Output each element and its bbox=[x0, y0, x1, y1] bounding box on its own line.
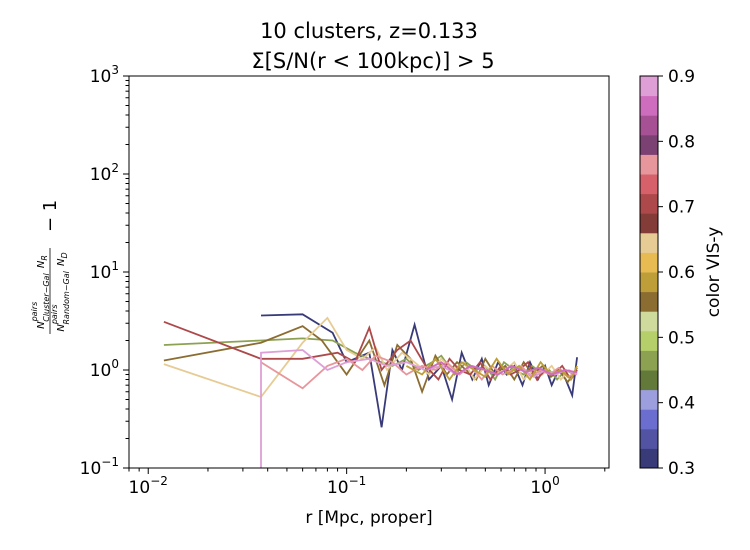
colorbar-segment bbox=[640, 311, 658, 332]
colorbar-segment bbox=[640, 115, 658, 136]
x-axis: 10−2 10−1 100 bbox=[128, 468, 606, 498]
colorbar-segment bbox=[640, 448, 658, 469]
y-label-minus-one: − 1 bbox=[40, 200, 61, 232]
colorbar-segment bbox=[640, 95, 658, 116]
colorbar bbox=[639, 75, 659, 469]
colorbar-segment bbox=[640, 291, 658, 312]
y-axis: 10−1 100 101 102 103 bbox=[80, 63, 129, 479]
colorbar-segment bbox=[640, 213, 658, 234]
colorbar-segment bbox=[640, 232, 658, 253]
y-tick-label: 10−1 bbox=[80, 455, 119, 479]
colorbar-ticks: 0.3 0.4 0.5 0.6 0.7 0.8 0.9 bbox=[658, 67, 695, 479]
colorbar-segment bbox=[640, 370, 658, 391]
colorbar-segment bbox=[640, 174, 658, 195]
chart-title-line1: 10 clusters, z=0.133 bbox=[260, 19, 478, 43]
colorbar-tick-label: 0.5 bbox=[668, 328, 695, 348]
series-group bbox=[163, 313, 578, 468]
colorbar-segment bbox=[640, 76, 658, 97]
colorbar-segment bbox=[640, 252, 658, 273]
colorbar-segment bbox=[640, 330, 658, 351]
colorbar-segment bbox=[640, 134, 658, 155]
y-axis-label: Npairs Cluster−Gal NR Npairs Random−Gal ND… bbox=[30, 200, 72, 334]
y-tick-label: 103 bbox=[90, 63, 119, 87]
colorbar-tick-label: 0.6 bbox=[668, 263, 695, 283]
y-tick-label: 101 bbox=[90, 259, 119, 283]
colorbar-segment bbox=[640, 409, 658, 430]
x-tick-label: 10−2 bbox=[129, 474, 168, 498]
series-line-3 bbox=[163, 325, 578, 395]
y-label-denominator: Npairs Random−Gal ND bbox=[50, 252, 72, 331]
colorbar-segment bbox=[640, 193, 658, 214]
series-line-9 bbox=[425, 361, 578, 376]
colorbar-tick-label: 0.7 bbox=[668, 198, 695, 218]
colorbar-segment bbox=[640, 428, 658, 449]
colorbar-tick-label: 0.3 bbox=[668, 459, 695, 479]
colorbar-tick-label: 0.4 bbox=[668, 394, 695, 414]
plot-frame bbox=[128, 75, 610, 469]
colorbar-tick-label: 0.9 bbox=[668, 67, 695, 87]
colorbar-segment bbox=[640, 389, 658, 410]
colorbar-tick-label: 0.8 bbox=[668, 132, 695, 152]
y-tick-label: 100 bbox=[90, 357, 119, 381]
y-label-frac: Npairs Cluster−Gal NR bbox=[30, 255, 52, 329]
x-tick-label: 10−1 bbox=[327, 474, 366, 498]
colorbar-segment bbox=[640, 350, 658, 371]
colorbar-segment bbox=[640, 154, 658, 175]
chart-title-line2: Σ[S/N(r < 100kpc)] > 5 bbox=[251, 49, 494, 73]
x-tick-label: 100 bbox=[530, 474, 559, 498]
y-tick-label: 102 bbox=[90, 161, 119, 185]
colorbar-segment bbox=[640, 272, 658, 293]
colorbar-label: color VIS-y bbox=[704, 227, 724, 318]
x-axis-label: r [Mpc, proper] bbox=[305, 508, 432, 528]
